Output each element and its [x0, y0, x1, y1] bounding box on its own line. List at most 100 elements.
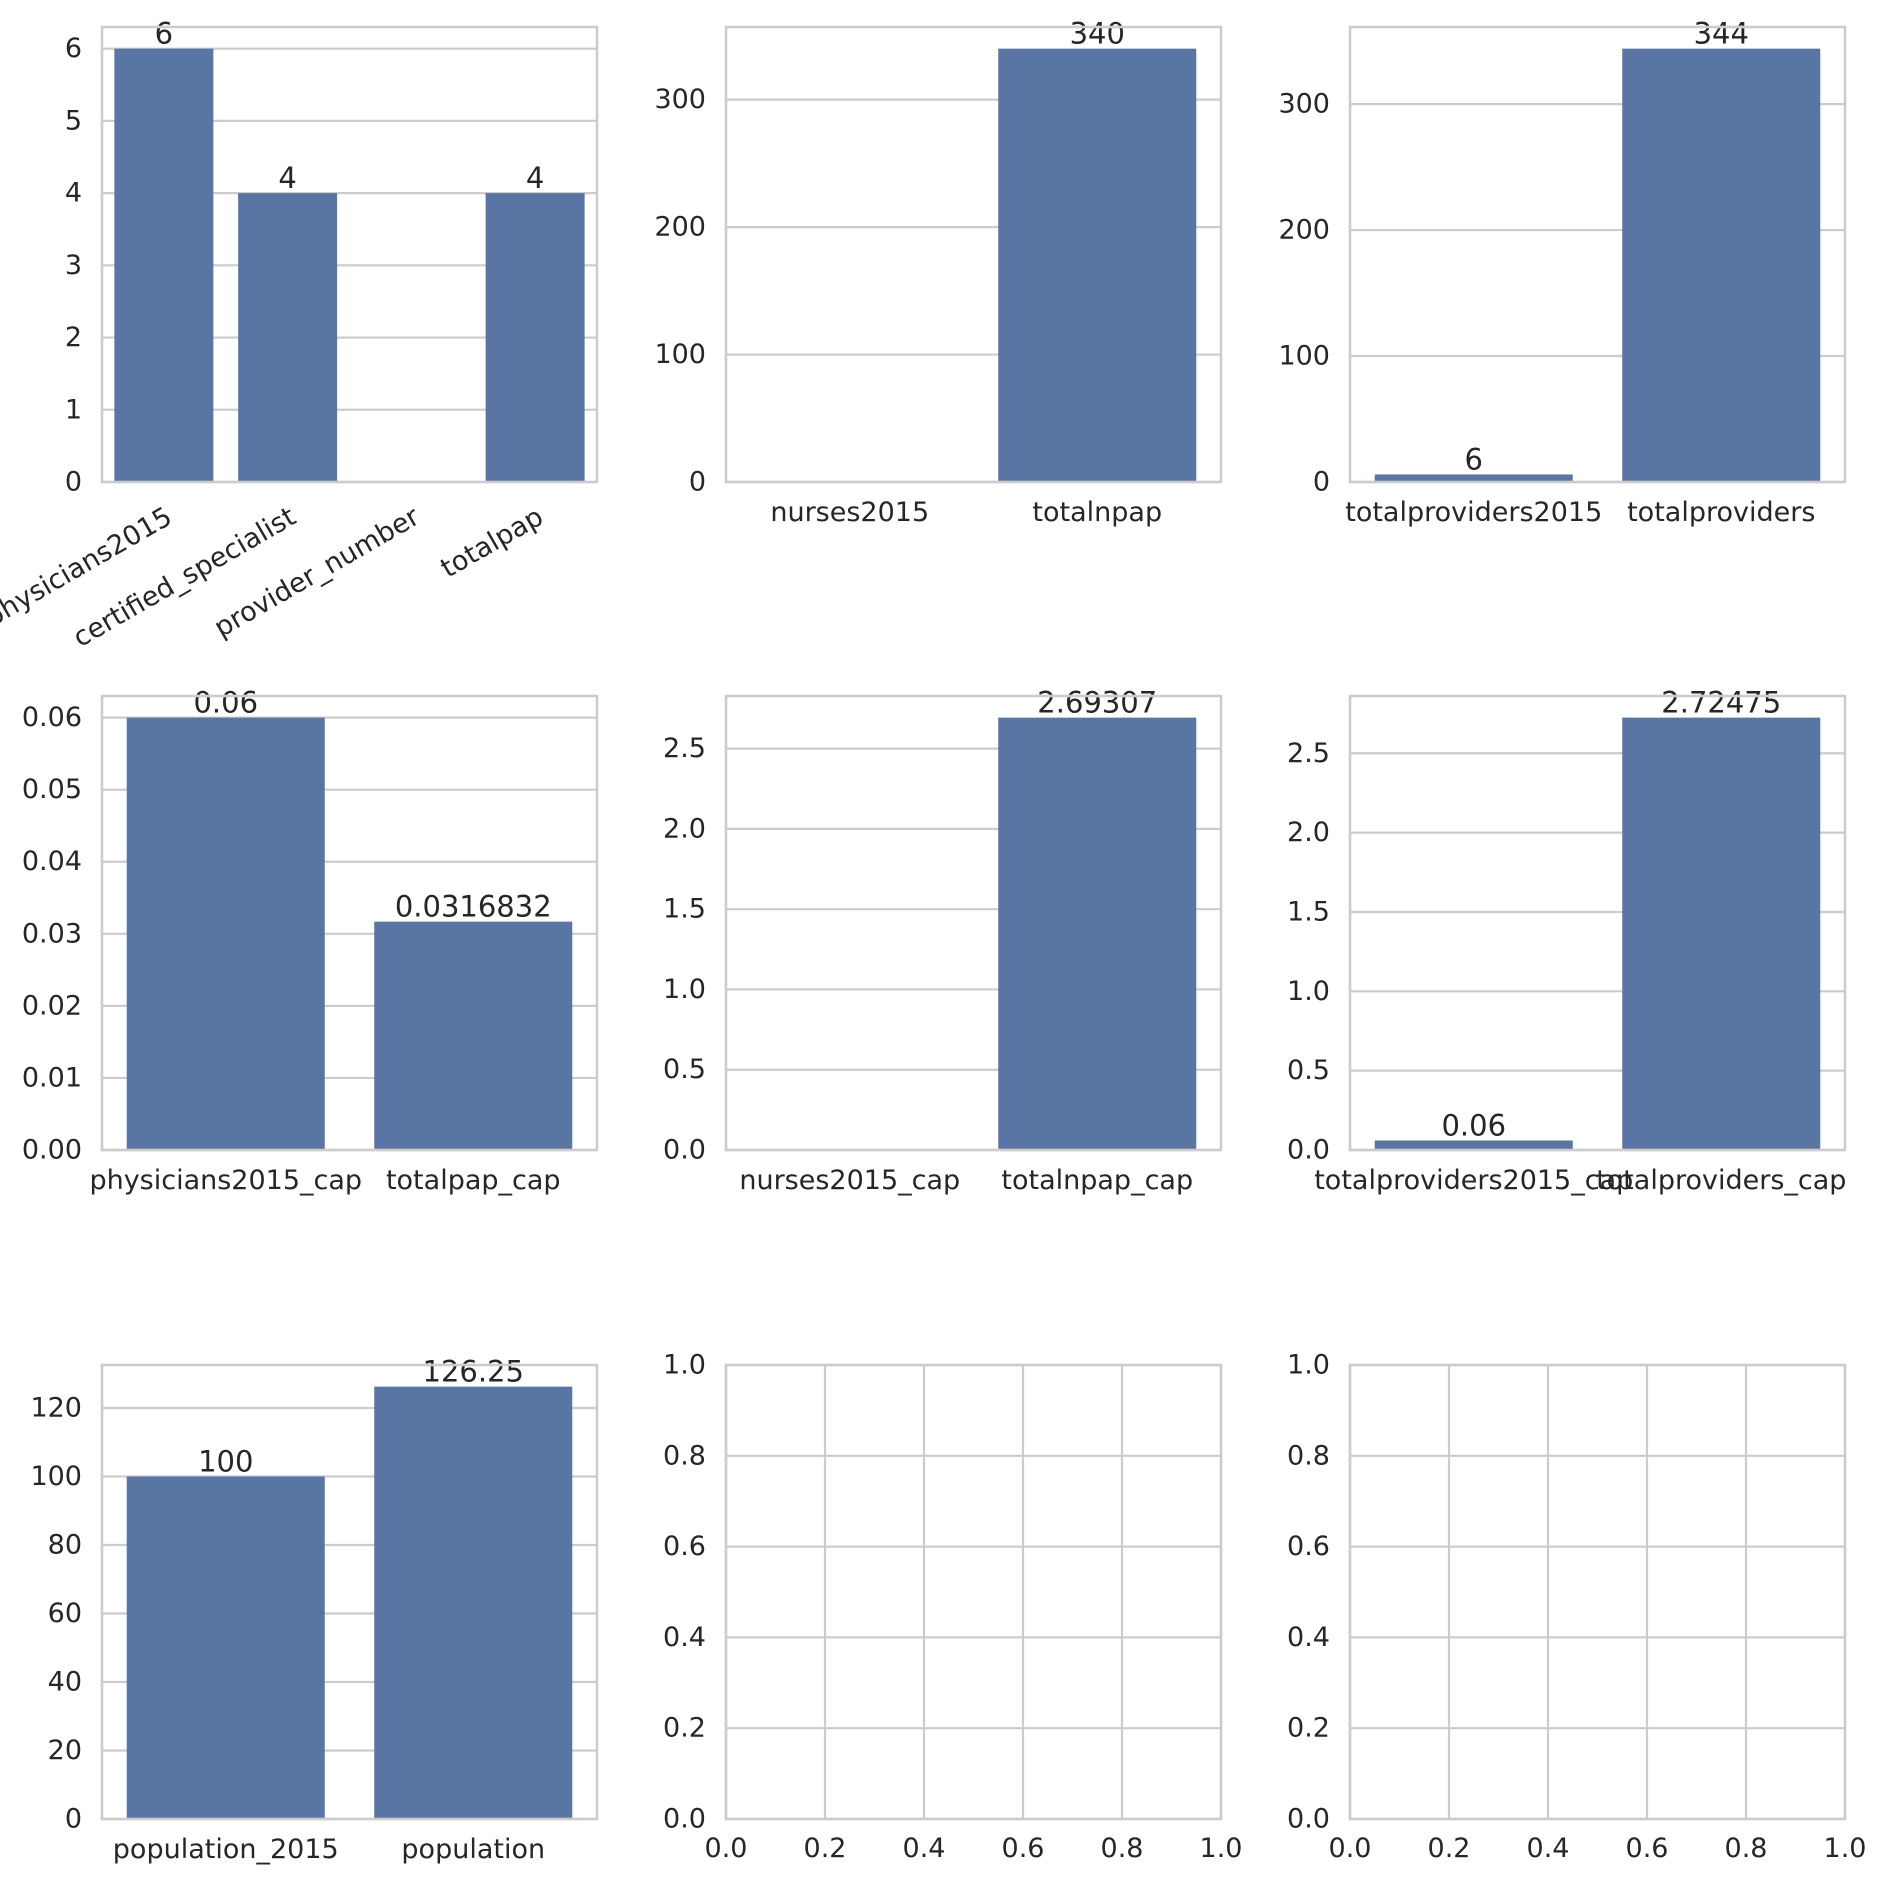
- y-tick-label: 200: [654, 212, 706, 243]
- x-tick-label: population_2015: [113, 1834, 339, 1865]
- y-tick-label: 0.4: [663, 1622, 706, 1653]
- axes-frame: [1348, 694, 1847, 1152]
- y-tick-label: 0.0: [1287, 1804, 1330, 1835]
- x-tick-label: totalproviders2015_cap: [1314, 1165, 1633, 1196]
- bar-value-label: 344: [1694, 17, 1749, 51]
- y-tick-label: 2.5: [1287, 738, 1330, 769]
- y-tick-label: 0.06: [22, 702, 82, 733]
- bar-totalnpap_cap: [998, 717, 1197, 1150]
- y-tick-label: 40: [48, 1667, 82, 1698]
- x-tick-label: totalproviders_cap: [1596, 1165, 1846, 1196]
- y-tick-label: 1.0: [1287, 1350, 1330, 1381]
- bar-value-label: 126.25: [423, 1355, 524, 1389]
- bar-value-label: 0.06: [193, 686, 258, 720]
- x-tick-label: 0.6: [1626, 1833, 1669, 1864]
- y-tick-label: 0.04: [22, 846, 82, 877]
- y-tick-label: 0.8: [663, 1440, 706, 1471]
- bar-value-label: 0.06: [1441, 1108, 1506, 1142]
- subplot-9: 0.0 0.2 0.4 0.6 0.8 1.0 0.0 0.2 0.4 0.6 0.8 1.0: [1287, 1350, 1866, 1865]
- bar-value-label: 4: [526, 161, 544, 195]
- x-tick-label: population: [401, 1834, 545, 1865]
- y-tick-label: 0.0: [663, 1135, 706, 1166]
- axes-frame: [724, 25, 1223, 484]
- y-tick-label: 0: [1313, 467, 1330, 498]
- y-tick-label: 2.0: [663, 813, 706, 844]
- bar-certified_specialist: [238, 193, 338, 482]
- y-tick-label: 0.05: [22, 774, 82, 805]
- y-tick-label: 0.6: [1287, 1531, 1330, 1562]
- bar-value-label: 2.69307: [1037, 686, 1157, 720]
- y-tick-label: 60: [48, 1598, 82, 1629]
- subplot-2: 0 100 200 300 nurses2015 340 totalnpap: [654, 17, 1223, 528]
- x-tick-label: totalpap_cap: [386, 1165, 561, 1196]
- bar-totalpap_cap: [374, 921, 573, 1150]
- bar-value-label: 100: [198, 1445, 253, 1479]
- y-tick-label: 0.2: [1287, 1713, 1330, 1744]
- y-tick-label: 4: [65, 178, 82, 209]
- bar-totalproviders2015_cap: [1374, 1140, 1573, 1150]
- y-tick-label: 0.5: [1287, 1055, 1330, 1086]
- x-tick-label: 0.8: [1101, 1833, 1144, 1864]
- y-tick-label: 200: [1278, 215, 1330, 246]
- bar-population: [374, 1386, 573, 1819]
- x-tick-label: 0.0: [1329, 1833, 1372, 1864]
- y-tick-label: 20: [48, 1735, 82, 1766]
- y-tick-label: 0.2: [663, 1713, 706, 1744]
- x-tick-label: totalproviders2015: [1345, 497, 1602, 528]
- y-tick-label: 0.02: [22, 990, 82, 1021]
- x-tick-label: 0.2: [804, 1833, 847, 1864]
- axes-frame: [100, 694, 599, 1152]
- x-tick-label: 0.6: [1002, 1833, 1045, 1864]
- bar-totalproviders2015: [1374, 474, 1573, 482]
- y-tick-label: 0.0: [663, 1804, 706, 1835]
- y-tick-label: 0.03: [22, 918, 82, 949]
- bar-value-label: 0.0316832: [395, 890, 552, 924]
- x-tick-label: certified_specialist: [68, 501, 301, 653]
- x-tick-label: 1.0: [1200, 1833, 1243, 1864]
- bar-value-label: 2.72475: [1661, 686, 1781, 720]
- y-tick-label: 100: [654, 339, 706, 370]
- bar-value-label: 6: [1465, 442, 1483, 476]
- axes-frame: [100, 1363, 599, 1821]
- y-tick-label: 1.0: [663, 974, 706, 1005]
- y-tick-label: 2.5: [663, 733, 706, 764]
- y-tick-label: 0.0: [1287, 1135, 1330, 1166]
- y-tick-label: 0.8: [1287, 1440, 1330, 1471]
- y-tick-label: 0: [65, 1804, 82, 1835]
- y-tick-label: 1.5: [663, 894, 706, 925]
- bar-physicians2015: [114, 48, 214, 483]
- axes-frame: [1348, 25, 1847, 484]
- bar-totalproviders_cap: [1622, 717, 1821, 1150]
- y-tick-label: 300: [654, 84, 706, 115]
- bar-value-label: 340: [1070, 17, 1125, 51]
- bar-physicians2015_cap: [126, 717, 325, 1150]
- y-tick-label: 1.5: [1287, 896, 1330, 927]
- x-tick-label: nurses2015_cap: [739, 1165, 960, 1196]
- y-tick-label: 80: [48, 1530, 82, 1561]
- axes-frame: [100, 25, 599, 484]
- x-tick-label: totalnpap: [1032, 497, 1162, 528]
- bar-totalpap: [485, 193, 585, 482]
- bar-population_2015: [126, 1476, 325, 1819]
- y-tick-label: 5: [65, 105, 82, 136]
- x-tick-label: nurses2015: [770, 497, 929, 528]
- subplot-5: 0.0 0.5 1.0 1.5 2.0 2.5 nurses2015_cap 2.69307 t…: [663, 686, 1223, 1196]
- y-tick-label: 100: [30, 1461, 82, 1492]
- y-tick-label: 1: [65, 394, 82, 425]
- y-tick-label: 0.01: [22, 1062, 82, 1093]
- y-tick-label: 0: [689, 467, 706, 498]
- subplot-8: 0.0 0.2 0.4 0.6 0.8 1.0 0.0 0.2 0.4 0.6 0.8 1.0: [663, 1350, 1242, 1865]
- x-tick-label: totalnpap_cap: [1001, 1165, 1193, 1196]
- subplot-3: 0 100 200 300 6 totalproviders2015 344 totalpro…: [1278, 17, 1847, 528]
- y-tick-label: 0.5: [663, 1054, 706, 1085]
- y-tick-label: 2: [65, 322, 82, 353]
- axes-frame: [724, 694, 1223, 1152]
- y-tick-label: 0: [65, 467, 82, 498]
- x-tick-label: provider_number: [209, 501, 426, 644]
- x-tick-label: 0.4: [1527, 1833, 1570, 1864]
- bar-totalnpap: [998, 48, 1197, 483]
- x-tick-label: 1.0: [1824, 1833, 1867, 1864]
- x-tick-label: 0.4: [903, 1833, 946, 1864]
